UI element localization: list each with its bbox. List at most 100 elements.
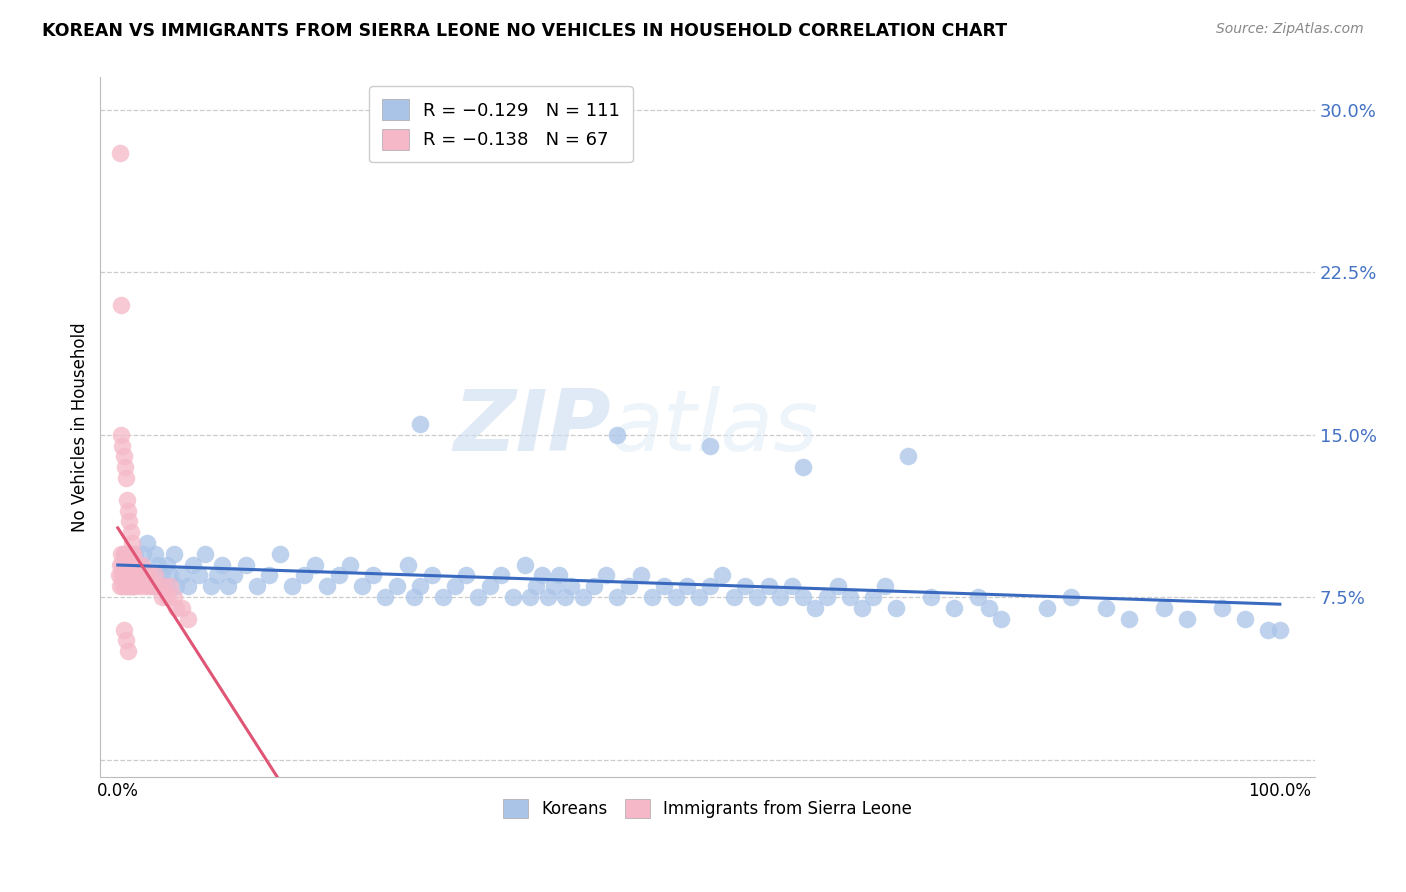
Point: [111, 558, 134, 572]
Point: [117, 644, 139, 658]
Point: [108, 558, 131, 572]
Point: [316, 579, 339, 593]
Point: [519, 590, 541, 604]
Point: [159, 579, 181, 593]
Point: [456, 568, 478, 582]
Point: [1175, 612, 1198, 626]
Point: [118, 514, 141, 528]
Point: [409, 417, 432, 431]
Point: [560, 579, 582, 593]
Point: [222, 568, 245, 582]
Point: [181, 558, 204, 572]
Point: [723, 590, 745, 604]
Point: [128, 579, 150, 593]
Point: [851, 601, 873, 615]
Point: [165, 579, 187, 593]
Point: [132, 547, 155, 561]
Point: [112, 568, 135, 582]
Point: [138, 579, 160, 593]
Point: [1094, 601, 1116, 615]
Point: [150, 568, 173, 582]
Point: [110, 568, 132, 582]
Point: [108, 146, 131, 161]
Point: [530, 568, 553, 582]
Point: [124, 558, 146, 572]
Point: [120, 579, 142, 593]
Point: [129, 568, 152, 582]
Point: [121, 536, 143, 550]
Point: [118, 579, 141, 593]
Point: [269, 547, 291, 561]
Point: [115, 633, 138, 648]
Point: [676, 579, 699, 593]
Point: [897, 450, 920, 464]
Point: [122, 568, 145, 582]
Point: [478, 579, 501, 593]
Point: [664, 590, 686, 604]
Point: [1211, 601, 1233, 615]
Point: [1268, 623, 1291, 637]
Point: [339, 558, 361, 572]
Point: [135, 568, 157, 582]
Point: [792, 460, 814, 475]
Point: [153, 579, 176, 593]
Point: [385, 579, 408, 593]
Point: [363, 568, 385, 582]
Point: [129, 558, 152, 572]
Point: [1036, 601, 1059, 615]
Point: [1233, 612, 1256, 626]
Point: [467, 590, 489, 604]
Point: [200, 579, 222, 593]
Point: [873, 579, 896, 593]
Point: [617, 579, 640, 593]
Text: atlas: atlas: [610, 385, 818, 468]
Point: [127, 558, 149, 572]
Point: [176, 579, 198, 593]
Point: [120, 525, 142, 540]
Point: [115, 547, 138, 561]
Point: [150, 590, 173, 604]
Point: [139, 568, 162, 582]
Point: [128, 568, 150, 582]
Point: [110, 547, 132, 561]
Legend: Koreans, Immigrants from Sierra Leone: Koreans, Immigrants from Sierra Leone: [496, 792, 918, 824]
Point: [205, 568, 228, 582]
Point: [124, 579, 146, 593]
Point: [112, 450, 135, 464]
Point: [142, 579, 165, 593]
Point: [374, 590, 396, 604]
Point: [1153, 601, 1175, 615]
Point: [159, 568, 181, 582]
Point: [125, 568, 148, 582]
Point: [170, 568, 193, 582]
Point: [862, 590, 884, 604]
Point: [118, 547, 141, 561]
Text: Source: ZipAtlas.com: Source: ZipAtlas.com: [1216, 22, 1364, 37]
Point: [108, 568, 131, 582]
Point: [121, 558, 143, 572]
Point: [115, 568, 138, 582]
Point: [110, 298, 132, 312]
Text: KOREAN VS IMMIGRANTS FROM SIERRA LEONE NO VEHICLES IN HOUSEHOLD CORRELATION CHAR: KOREAN VS IMMIGRANTS FROM SIERRA LEONE N…: [42, 22, 1007, 40]
Point: [153, 579, 176, 593]
Point: [108, 579, 131, 593]
Point: [838, 590, 860, 604]
Point: [979, 601, 1001, 615]
Point: [155, 590, 177, 604]
Point: [124, 558, 146, 572]
Point: [143, 547, 166, 561]
Point: [524, 579, 547, 593]
Point: [111, 439, 134, 453]
Point: [121, 568, 143, 582]
Point: [112, 623, 135, 637]
Point: [139, 568, 162, 582]
Point: [404, 590, 426, 604]
Point: [117, 568, 139, 582]
Point: [548, 568, 571, 582]
Point: [769, 590, 792, 604]
Point: [292, 568, 315, 582]
Point: [120, 568, 142, 582]
Point: [606, 590, 628, 604]
Point: [745, 590, 768, 604]
Point: [211, 558, 233, 572]
